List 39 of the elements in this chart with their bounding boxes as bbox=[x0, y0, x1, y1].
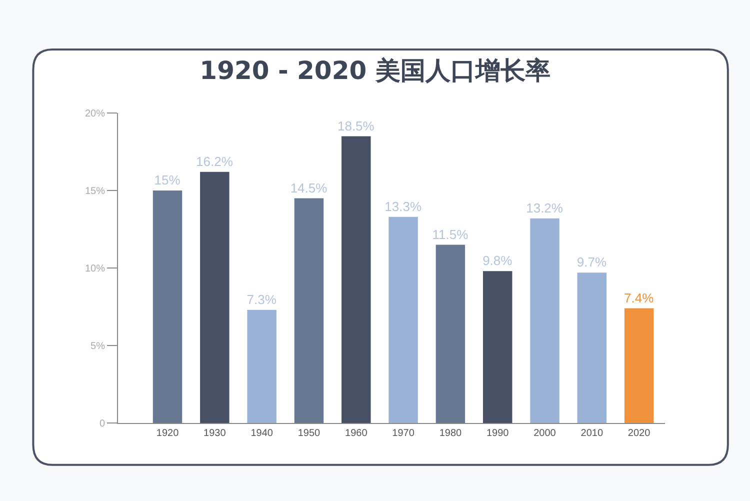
bar bbox=[624, 308, 654, 423]
x-tick-label: 1960 bbox=[345, 428, 368, 439]
x-tick-label: 1990 bbox=[486, 428, 510, 439]
x-tick-label: 2020 bbox=[628, 428, 651, 439]
bar bbox=[342, 136, 371, 423]
data-label: 9.7% bbox=[576, 254, 607, 270]
x-tick-label: 1920 bbox=[156, 428, 180, 439]
bar bbox=[388, 216, 418, 423]
x-tick-label: 2000 bbox=[534, 428, 556, 439]
y-tick-label: 5% bbox=[90, 341, 106, 352]
data-label: 18.5% bbox=[337, 118, 375, 134]
data-label: 7.3% bbox=[246, 292, 277, 307]
y-tick-label: 15% bbox=[84, 186, 106, 197]
data-label: 15% bbox=[154, 172, 181, 188]
x-tick-label: 1980 bbox=[439, 428, 462, 439]
y-tick-label: 20% bbox=[84, 108, 106, 120]
x-tick-label: 1930 bbox=[204, 428, 226, 439]
bar bbox=[294, 198, 324, 423]
x-tick-label: 1940 bbox=[250, 428, 274, 439]
chart-title: 1920 - 2020 美国人口增长率 bbox=[200, 56, 550, 85]
y-tick-label: 0 bbox=[99, 418, 106, 430]
bar bbox=[200, 172, 230, 423]
data-label: 11.5% bbox=[432, 226, 469, 242]
bar bbox=[247, 310, 276, 423]
data-label: 13.3% bbox=[384, 198, 422, 214]
bar bbox=[152, 190, 182, 423]
data-label: 9.8% bbox=[482, 253, 513, 268]
bar bbox=[436, 244, 466, 423]
bar bbox=[530, 218, 560, 423]
x-tick-label: 2010 bbox=[580, 428, 604, 439]
bar bbox=[482, 271, 512, 423]
data-label: 14.5% bbox=[290, 180, 328, 196]
x-tick-label: 1950 bbox=[298, 428, 321, 439]
y-tick-label: 10% bbox=[84, 264, 106, 274]
data-label: 7.4% bbox=[624, 290, 654, 306]
bar bbox=[577, 272, 607, 423]
data-label: 16.2% bbox=[196, 154, 234, 169]
data-label: 13.2% bbox=[526, 200, 564, 216]
x-tick-label: 1970 bbox=[392, 428, 415, 439]
